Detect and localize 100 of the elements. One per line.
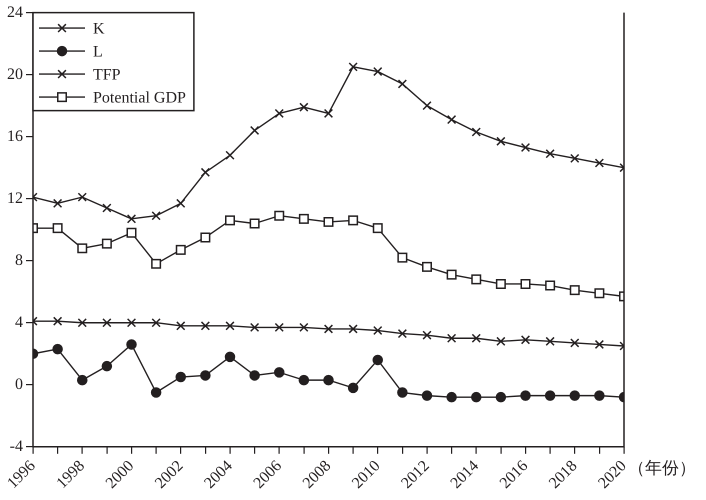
point <box>570 390 580 401</box>
point <box>520 390 531 401</box>
point <box>446 334 456 343</box>
point <box>570 338 580 348</box>
point <box>372 223 383 234</box>
point <box>545 280 556 291</box>
point <box>78 192 87 202</box>
point <box>373 326 382 336</box>
point <box>472 127 481 137</box>
point <box>422 330 432 340</box>
point <box>151 211 161 220</box>
point <box>545 149 555 158</box>
point <box>397 252 408 263</box>
point <box>299 102 309 112</box>
point <box>298 374 310 386</box>
point <box>471 274 482 284</box>
point <box>594 288 604 298</box>
point <box>200 370 211 381</box>
point <box>446 392 457 402</box>
point <box>274 210 284 221</box>
legend-label: TFP <box>93 66 121 84</box>
point <box>274 322 284 332</box>
y-tick-label: 16 <box>7 128 23 145</box>
point <box>250 322 260 332</box>
y-tick-label: 24 <box>7 4 23 21</box>
point <box>176 198 186 208</box>
point <box>594 158 604 168</box>
point <box>472 334 481 343</box>
point <box>372 354 383 366</box>
point <box>520 278 530 289</box>
point <box>348 215 358 226</box>
point <box>422 262 432 272</box>
point <box>594 340 604 350</box>
point <box>520 142 530 152</box>
point <box>250 218 260 228</box>
point <box>594 390 605 401</box>
y-tick-label: 12 <box>7 190 23 207</box>
point <box>176 321 186 330</box>
y-tick-label: 20 <box>7 66 23 83</box>
point <box>176 244 186 255</box>
point <box>126 339 137 350</box>
point <box>200 168 210 177</box>
point <box>324 324 334 334</box>
point <box>102 318 112 328</box>
point <box>299 322 309 332</box>
point <box>77 374 88 386</box>
point <box>102 238 112 249</box>
point <box>126 318 136 328</box>
point <box>324 108 334 118</box>
legend-label: K <box>93 20 105 38</box>
point <box>496 392 506 402</box>
point <box>225 321 235 330</box>
point <box>446 270 457 280</box>
point <box>151 258 162 269</box>
legend-label: Potential GDP <box>93 89 186 106</box>
point <box>348 324 358 334</box>
point <box>200 321 210 330</box>
point <box>102 360 112 372</box>
point <box>274 108 284 118</box>
point <box>52 316 62 326</box>
point <box>224 352 236 362</box>
point <box>324 216 334 227</box>
point <box>52 344 63 354</box>
y-tick-label: -4 <box>10 438 23 455</box>
point <box>102 203 112 213</box>
point <box>298 214 309 224</box>
point <box>78 318 87 328</box>
point <box>200 232 210 242</box>
point <box>544 390 556 401</box>
point <box>348 62 358 72</box>
point <box>274 367 284 378</box>
legend-label: L <box>93 43 103 60</box>
point <box>373 66 382 76</box>
point <box>496 136 506 146</box>
y-tick-label: 4 <box>15 314 23 331</box>
point <box>348 382 358 394</box>
point <box>397 387 408 398</box>
point <box>77 243 88 254</box>
point <box>249 370 260 381</box>
y-tick-label: 0 <box>15 376 23 393</box>
point <box>520 335 530 344</box>
point <box>471 392 482 402</box>
point <box>176 372 186 382</box>
point <box>398 328 408 338</box>
point <box>570 154 580 164</box>
point <box>496 278 506 289</box>
point <box>323 374 334 386</box>
point <box>545 336 555 346</box>
point <box>570 285 580 296</box>
x-axis-title: （年份） <box>628 458 696 478</box>
point <box>151 318 161 328</box>
y-tick-label: 8 <box>15 252 23 269</box>
point <box>225 150 235 160</box>
point <box>422 101 432 110</box>
point <box>496 336 506 346</box>
point <box>225 215 235 226</box>
point <box>398 79 408 89</box>
point <box>250 126 260 136</box>
point <box>422 390 432 401</box>
point <box>150 387 162 398</box>
